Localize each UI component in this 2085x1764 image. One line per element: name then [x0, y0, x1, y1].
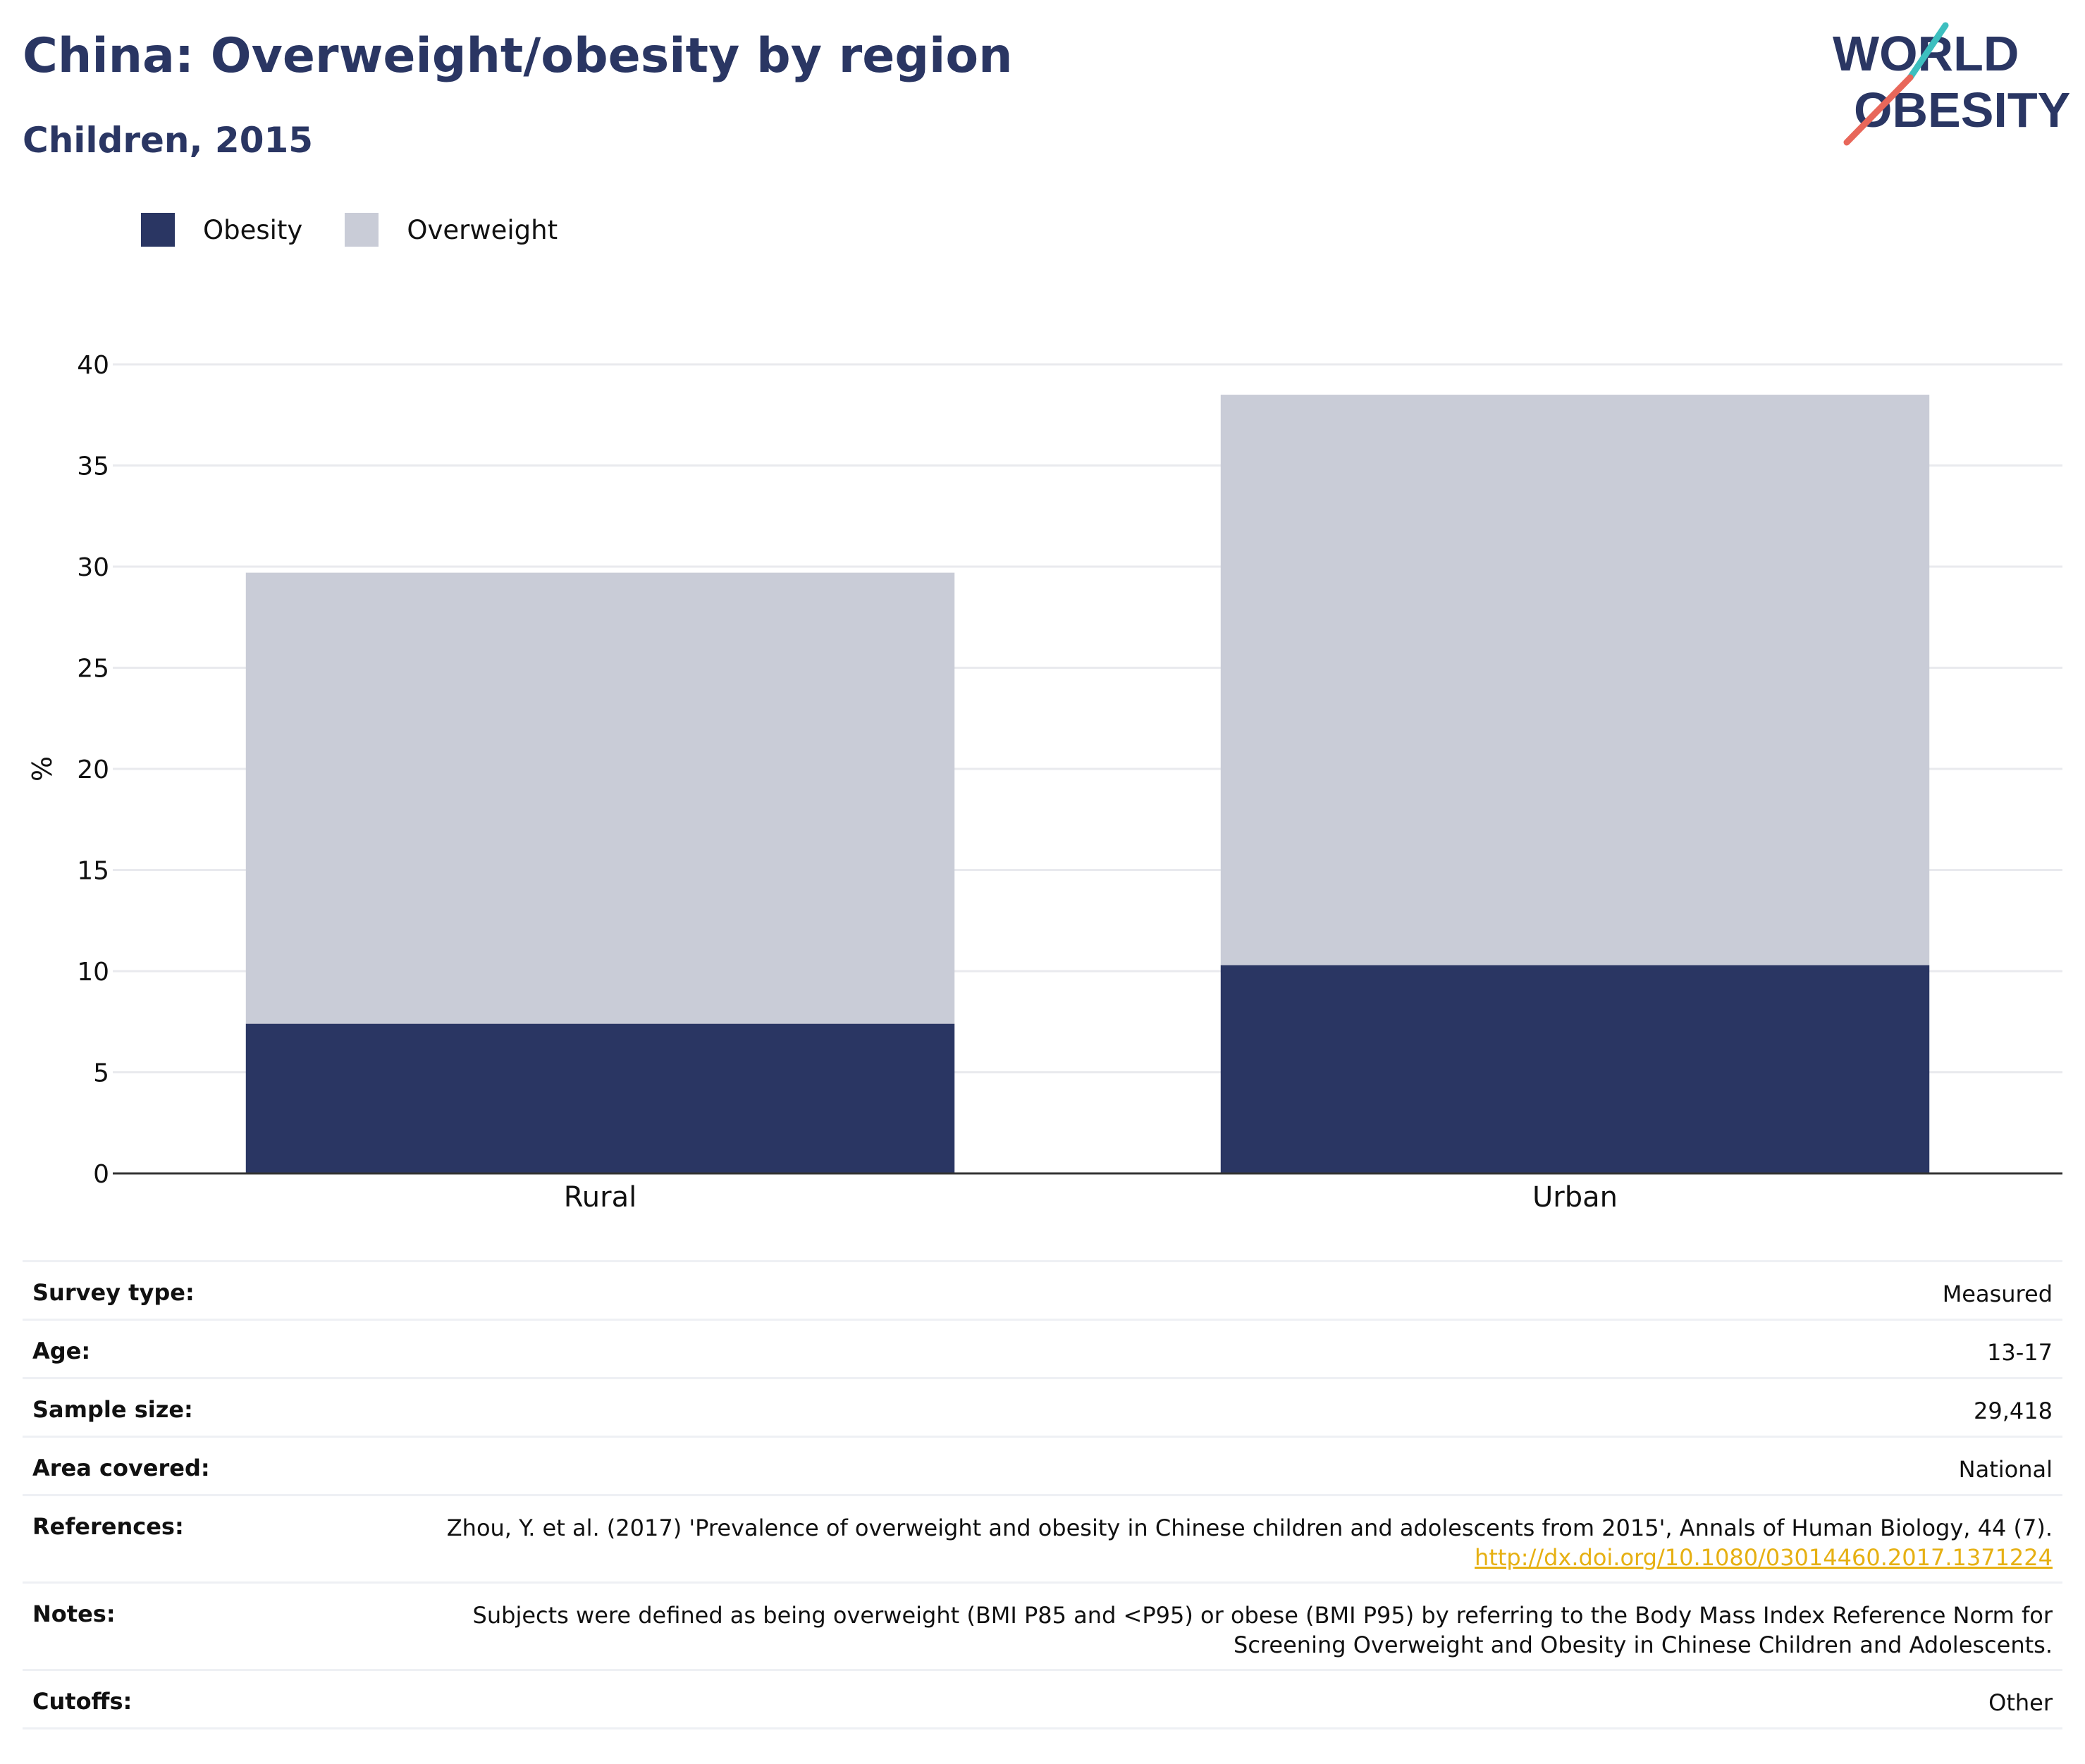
meta-value-text: 13-17: [1987, 1339, 2053, 1366]
chart-subtitle: Children, 2015: [23, 120, 314, 161]
y-tick-label: 5: [93, 1059, 109, 1088]
legend-label-overweight: Overweight: [407, 214, 558, 245]
meta-value: Zhou, Y. et al. (2017) 'Prevalence of ov…: [431, 1513, 2053, 1572]
legend-item-obesity[interactable]: Obesity: [141, 213, 302, 247]
meta-value: 29,418: [1974, 1396, 2053, 1426]
meta-row: Area covered: National: [23, 1438, 2062, 1496]
y-axis-label: %: [27, 756, 58, 782]
meta-label: Area covered:: [32, 1455, 210, 1481]
world-obesity-logo[interactable]: WORLD OBESITY: [1833, 21, 2072, 148]
legend-label-obesity: Obesity: [203, 214, 303, 245]
legend: Obesity Overweight: [141, 211, 600, 248]
y-tick-label: 20: [77, 755, 109, 784]
meta-row: Cutoffs: Other: [23, 1671, 2062, 1729]
bar-obesity-urban[interactable]: [1220, 965, 1930, 1173]
meta-row: References: Zhou, Y. et al. (2017) 'Preva…: [23, 1496, 2062, 1584]
bar-obesity-rural[interactable]: [245, 1023, 955, 1173]
bars: [245, 395, 1930, 1173]
meta-label: Age:: [32, 1338, 91, 1364]
meta-row: Notes: Subjects were defined as being ove…: [23, 1584, 2062, 1671]
y-tick-label: 30: [77, 553, 109, 582]
meta-value: 13-17: [1987, 1338, 2053, 1367]
x-tick-label: Urban: [1532, 1181, 1618, 1214]
meta-row: Survey type: Measured: [23, 1262, 2062, 1321]
meta-value: Subjects were defined as being overweigh…: [431, 1600, 2053, 1660]
meta-value-text: Zhou, Y. et al. (2017) 'Prevalence of ov…: [446, 1515, 2053, 1541]
chart-title: China: Overweight/obesity by region: [23, 28, 1013, 84]
y-tick-label: 35: [77, 452, 109, 481]
meta-label: Notes:: [32, 1600, 116, 1627]
reference-link[interactable]: http://dx.doi.org/10.1080/03014460.2017.…: [1475, 1544, 2053, 1571]
legend-item-overweight[interactable]: Overweight: [345, 213, 558, 247]
y-tick-label: 10: [77, 958, 109, 987]
meta-value: Other: [1988, 1688, 2053, 1717]
meta-value-text: National: [1958, 1456, 2053, 1483]
meta-value: Measured: [1943, 1279, 2053, 1309]
bar-overweight-urban[interactable]: [1220, 395, 1930, 966]
meta-label: Cutoffs:: [32, 1688, 133, 1715]
bar-chart: 0 5 10 15 20 25 30 35 40 Rural Urban %: [27, 351, 2062, 1214]
meta-value-text: Measured: [1942, 1281, 2053, 1307]
meta-label: References:: [32, 1513, 184, 1540]
meta-label: Sample size:: [32, 1396, 193, 1423]
meta-row: Sample size: 29,418: [23, 1379, 2062, 1438]
meta-value: National: [1959, 1455, 2053, 1484]
y-tick-label: 25: [77, 655, 109, 684]
y-tick-label: 40: [77, 351, 109, 380]
meta-label: Survey type:: [32, 1279, 195, 1306]
y-tick-label: 15: [77, 857, 109, 886]
meta-row: Age: 13-17: [23, 1321, 2062, 1379]
logo-slash-coral: [1843, 74, 1914, 146]
bar-overweight-rural[interactable]: [245, 572, 955, 1024]
axes: 0 5 10 15 20 25 30 35 40 Rural Urban: [77, 351, 2062, 1214]
meta-value-text: Subjects were defined as being overweigh…: [472, 1602, 2053, 1658]
meta-value-text: 29,418: [1974, 1398, 2053, 1424]
x-tick-label: Rural: [564, 1181, 636, 1214]
logo-slash-teal: [1907, 22, 1949, 81]
legend-swatch-obesity: [141, 213, 175, 247]
y-tick-label: 0: [93, 1160, 109, 1189]
meta-value-text: Other: [1988, 1689, 2053, 1716]
survey-details-table: Survey type: Measured Age: 13-17 Sample size…: [23, 1260, 2062, 1729]
logo-line-2: OBESITY: [1854, 82, 2070, 137]
legend-swatch-overweight: [345, 213, 379, 247]
